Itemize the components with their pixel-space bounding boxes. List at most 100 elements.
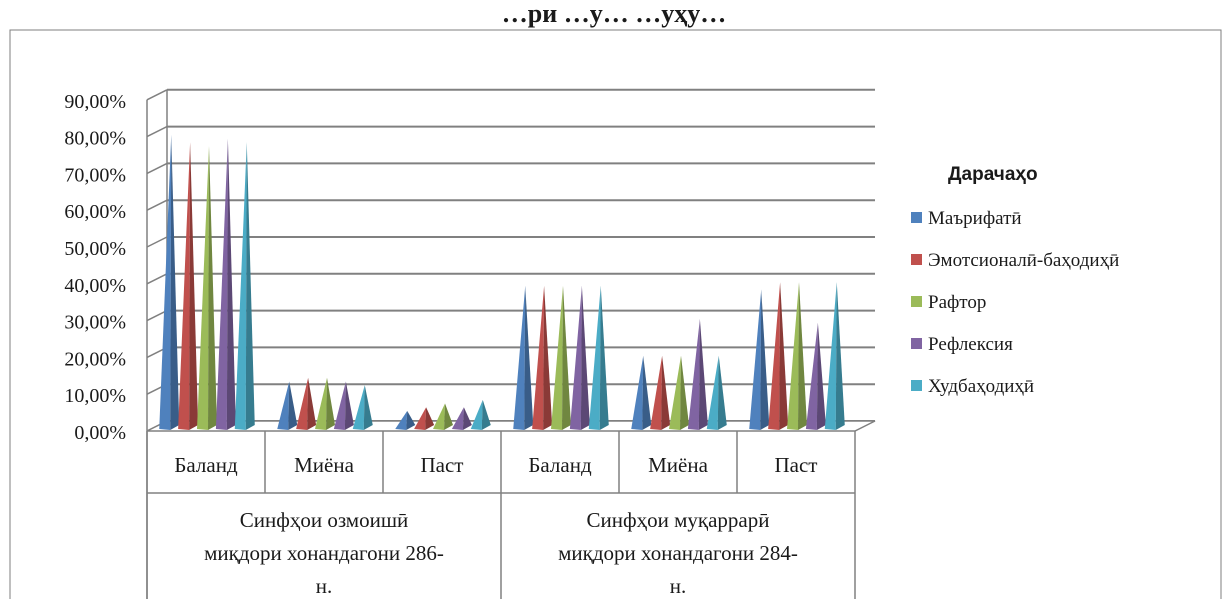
cone-side (444, 403, 453, 430)
cone-3-5 (805, 322, 826, 430)
cone-face (569, 285, 582, 430)
cone-3-3 (569, 285, 590, 430)
y-tick-label: 30,00% (64, 312, 126, 334)
cone-face (631, 355, 644, 430)
data-series (159, 134, 845, 431)
group-label: н. (670, 574, 687, 598)
gridline-side (146, 309, 168, 322)
cone-side (363, 385, 373, 430)
x-tick-label: Миёна (648, 453, 708, 477)
cone-side (798, 282, 807, 430)
cone-face (706, 355, 719, 430)
gridline-side (146, 89, 168, 101)
cone-side (344, 381, 354, 430)
cone-3-0 (215, 138, 236, 430)
cone-3-2 (451, 407, 472, 430)
cone-side (779, 282, 789, 430)
cone-side (816, 322, 826, 430)
legend-label: Худбаҳодиҳӣ (928, 376, 1034, 397)
cone-2-1 (315, 377, 335, 430)
cone-face (159, 134, 172, 431)
cone-face (588, 285, 601, 430)
cone-side (680, 355, 689, 430)
x-axis: Баланд Миёна Паст Баланд Миёна Паст Синфҳои оз… (146, 431, 856, 599)
cone-side (406, 410, 416, 430)
cone-face (650, 355, 663, 430)
cone-0-1 (277, 381, 298, 430)
cone-1-4 (650, 355, 671, 430)
x-tick-label: Паст (775, 453, 818, 477)
y-tick-label: 40,00% (64, 275, 126, 297)
cone-side (208, 145, 217, 430)
cone-side (642, 355, 652, 430)
cone-face (333, 381, 346, 430)
y-tick-label: 70,00% (64, 164, 126, 186)
cone-face (433, 403, 445, 430)
group-label: Синфҳои муқаррарӣ (587, 508, 770, 532)
cone-1-2 (414, 407, 435, 430)
group-label: миқдори хонандагони 286- (204, 541, 444, 565)
cone-4-0 (234, 142, 255, 430)
y-tick-label: 80,00% (64, 128, 126, 150)
legend: Дарачаҳо Маърифатӣ Эмотсионалӣ-баҳодиҳӣ Ра… (911, 164, 1119, 397)
cone-3-4 (687, 318, 708, 430)
gridline-side (146, 162, 168, 175)
cone-side (288, 381, 298, 430)
y-tick-label: 20,00% (64, 348, 126, 370)
cone-side (661, 355, 671, 430)
legend-swatch (911, 338, 922, 349)
cone-face (197, 145, 209, 430)
cone-side (524, 285, 534, 430)
group-label: Синфҳои озмоишӣ (240, 508, 409, 532)
cone-side (562, 285, 571, 430)
cone-0-4 (631, 355, 652, 430)
y-tick-label: 60,00% (64, 201, 126, 223)
cone-side (245, 142, 255, 430)
x-tick-label: Баланд (528, 453, 592, 477)
cone-face (551, 285, 563, 430)
cone-0-0 (159, 134, 180, 431)
cone-2-3 (551, 285, 571, 430)
cone-side (462, 407, 472, 430)
cone-4-1 (352, 385, 373, 430)
cone-face (787, 282, 799, 430)
cone-side (326, 377, 335, 430)
cone-face (315, 377, 327, 430)
legend-swatch (911, 296, 922, 307)
cone-2-2 (433, 403, 453, 430)
group-label: миқдори хонандагони 284- (558, 541, 798, 565)
legend-label: Эмотсионалӣ-баҳодиҳӣ (928, 250, 1119, 271)
cone-face (805, 322, 818, 430)
cone-1-5 (768, 282, 789, 430)
y-axis: 0,00% 10,00% 20,00% 30,00% 40,00% 50,00% 60,00… (64, 89, 168, 444)
cone-4-3 (588, 285, 609, 430)
cone-2-5 (787, 282, 807, 430)
cone-side (170, 134, 180, 431)
cone-face (768, 282, 781, 430)
cone-face (215, 138, 228, 430)
cone-0-3 (513, 285, 534, 430)
cone-side (226, 138, 236, 430)
cone-side (425, 407, 435, 430)
legend-swatch (911, 254, 922, 265)
cone-face (532, 285, 545, 430)
legend-label: Маърифатӣ (928, 208, 1022, 229)
gridline-side (146, 125, 168, 138)
gridline-side (146, 273, 168, 285)
chart-title: …ри …у… …уҳу… (502, 0, 726, 28)
cone-2-4 (669, 355, 689, 430)
cone-face (824, 282, 837, 430)
cone-face (749, 289, 762, 430)
cone-side (481, 399, 491, 430)
legend-swatch (911, 212, 922, 223)
cone-1-0 (178, 142, 199, 430)
cone-2-0 (197, 145, 217, 430)
cone-face (451, 407, 464, 430)
cone-face (234, 142, 247, 430)
y-tick-label: 0,00% (74, 422, 126, 444)
cone-4-5 (824, 282, 845, 430)
cone-face (669, 355, 681, 430)
cone-side (543, 285, 553, 430)
cone-face (513, 285, 526, 430)
y-tick-label: 10,00% (64, 385, 126, 407)
